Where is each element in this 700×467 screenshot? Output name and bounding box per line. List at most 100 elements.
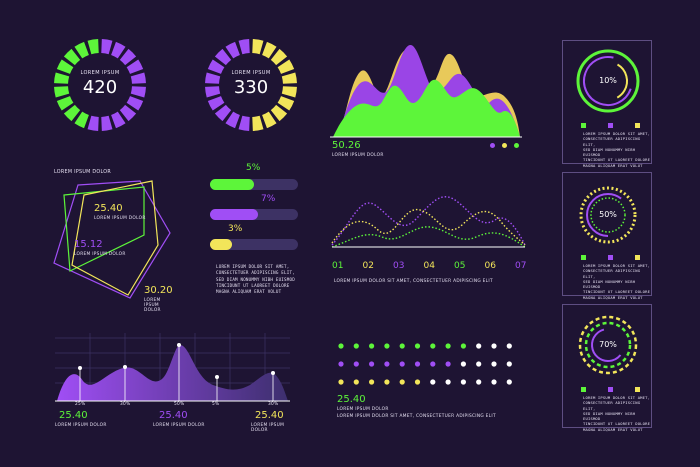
matrix-dot — [491, 379, 497, 385]
matrix-dot — [460, 343, 466, 349]
matrix-dot — [445, 379, 451, 385]
gauge-segment — [262, 111, 277, 129]
legend-square-purple — [608, 255, 613, 260]
polygon-chart-title: LOREM IPSUM DOLOR — [54, 170, 112, 175]
progress-bar-2 — [210, 209, 298, 220]
gauge-segment — [270, 48, 288, 66]
matrix-dot — [430, 379, 436, 385]
ring-percent: 10% — [599, 76, 617, 85]
gauge-segment — [238, 39, 250, 55]
gauge-segment — [87, 115, 99, 131]
matrix-dot — [491, 361, 497, 367]
ring-gauge — [578, 315, 638, 375]
gauge-segment — [277, 96, 295, 111]
gauge-segment — [63, 48, 81, 66]
side-panel-10: 10% LOREM IPSUM DOLOR SIT AMET, CONSECTE… — [562, 40, 652, 168]
gauge-segment — [225, 111, 240, 129]
wave-mid-caption: LOREM IPSUM DOLOR SIT AMET, CONSECTETUER… — [334, 279, 493, 284]
tick-label: 02 — [362, 261, 374, 271]
legend-square-purple — [608, 387, 613, 392]
legend-square-green — [581, 387, 586, 392]
matrix-dot — [338, 379, 344, 385]
area-peak-labels: 25% 30% 50% 5% 30% — [55, 400, 295, 410]
matrix-dot — [399, 343, 405, 349]
polygon-caption-3: LOREM IPSUM DOLOR — [144, 298, 161, 313]
matrix-dot — [399, 361, 405, 367]
tick-label: 04 — [423, 261, 435, 271]
gauge-segment — [130, 86, 146, 98]
tick-label: 01 — [332, 261, 344, 271]
gauge-segment — [225, 41, 240, 59]
gauge-segment — [281, 86, 297, 98]
peak-dot — [123, 365, 127, 369]
ring-percent: 50% — [599, 210, 617, 219]
gauge-segment — [54, 86, 70, 98]
side-panel-50: 50% LOREM IPSUM DOLOR SIT AMET, CONSECTE… — [562, 172, 652, 300]
gauge-segment — [207, 96, 225, 111]
gauge-label: LOREM IPSUM — [231, 70, 271, 76]
gauge-segment — [119, 104, 137, 122]
matrix-dot — [506, 343, 512, 349]
wave-chart-mid: 01 02 03 04 05 06 07 LOREM IPSUM DOLOR SIT AME… — [330, 185, 530, 290]
matrix-dot — [476, 343, 482, 349]
gauge-segment — [111, 111, 126, 129]
gauge-segment — [281, 72, 297, 84]
matrix-dot — [399, 379, 405, 385]
matrix-dot — [369, 379, 375, 385]
wave-top-legend — [490, 143, 519, 148]
matrix-dot — [506, 379, 512, 385]
dotted-waves — [331, 196, 526, 248]
side-panel-text: LOREM IPSUM DOLOR SIT AMET, CONSECTETUER… — [583, 395, 651, 432]
wave-area — [330, 44, 522, 138]
gauge-segment — [262, 41, 277, 59]
matrix-dot — [445, 343, 451, 349]
matrix-dot — [491, 343, 497, 349]
ring-gauge — [576, 49, 640, 113]
area-value-2: 25.40 — [159, 410, 188, 421]
matrix-dot — [384, 379, 390, 385]
ring-percent: 70% — [599, 340, 617, 349]
matrix-dot — [430, 343, 436, 349]
gauge-segment — [252, 115, 264, 131]
tick-label: 05 — [454, 261, 466, 271]
matrix-dot — [476, 379, 482, 385]
polygon-caption-1: LOREM IPSUM DOLOR — [94, 216, 146, 221]
progress-bar-3 — [210, 239, 298, 250]
gauge-value: 330 — [233, 77, 269, 98]
area-plot — [55, 333, 290, 402]
gauge-segment — [126, 59, 144, 74]
gauge-segment — [214, 48, 232, 66]
matrix-dot — [369, 361, 375, 367]
legend-square-green — [581, 123, 586, 128]
area-caption-3: LOREM IPSUM DOLOR — [251, 423, 285, 433]
gauge-segment — [252, 39, 264, 55]
area-value-1: 25.40 — [59, 410, 88, 421]
progress-fill — [210, 209, 259, 220]
matrix-dot — [414, 379, 421, 385]
peak-label: 5% — [212, 402, 220, 407]
gauge-ring — [205, 39, 297, 131]
peak-label: 25% — [75, 402, 86, 407]
gauge-330: LOREM IPSUM 330 — [203, 37, 299, 133]
area-value-3: 25.40 — [255, 410, 284, 421]
tick-label: 06 — [484, 261, 496, 271]
gauge-segment — [119, 48, 137, 66]
matrix-dot — [384, 343, 390, 349]
peak-label: 50% — [174, 402, 185, 407]
peak-dot — [78, 366, 82, 370]
gauge-segment — [87, 39, 99, 55]
polygon-chart: LOREM IPSUM DOLOR 25.40 LOREM IPSUM DOLO… — [46, 165, 176, 313]
ring-gauge — [579, 186, 637, 244]
area-caption-1: LOREM IPSUM DOLOR — [55, 423, 107, 428]
wave-mid-ticks: 01 02 03 04 05 06 07 — [330, 261, 530, 273]
side-panel-70: 70% LOREM IPSUM DOLOR SIT AMET, CONSECTE… — [562, 304, 652, 432]
side-panel-text: LOREM IPSUM DOLOR SIT AMET, CONSECTETUER… — [583, 263, 651, 300]
wave-chart-top: 50.26 LOREM IPSUM DOLOR — [330, 42, 530, 162]
dot-matrix-value: 25.40 — [337, 394, 366, 405]
gauge-segment — [205, 86, 221, 98]
gauge-segment — [130, 72, 146, 84]
progress-fill — [210, 179, 254, 190]
matrix-dot — [445, 361, 451, 367]
legend-square-green — [581, 255, 586, 260]
